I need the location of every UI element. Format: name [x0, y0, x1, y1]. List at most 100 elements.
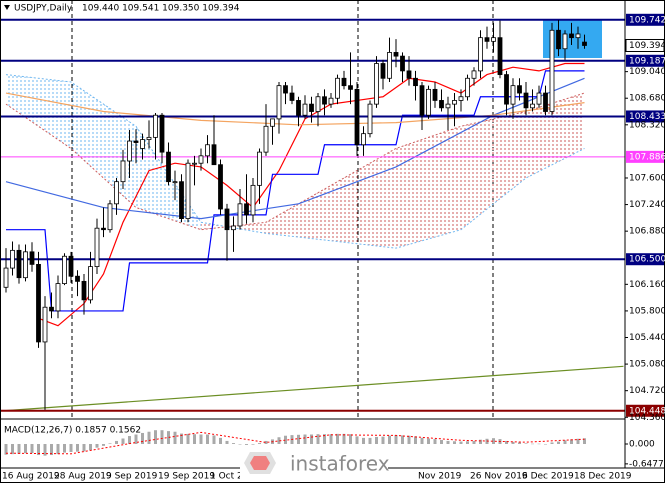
level-label-bg [626, 54, 664, 67]
macd-bar [505, 440, 508, 444]
y-tick-label: 105.080 [629, 360, 665, 370]
candle-body [348, 85, 353, 90]
candle-body [75, 275, 80, 282]
candle-body [426, 88, 431, 116]
candle-body [393, 52, 399, 57]
y-tick-label: 106.880 [629, 227, 665, 237]
macd-bar [531, 443, 534, 445]
candle-body [536, 92, 542, 105]
quotes-label: 109.440 109.541 109.350 109.394 [82, 4, 240, 14]
candle-body [120, 160, 126, 183]
candle-body [244, 203, 249, 216]
candle-body [367, 103, 373, 135]
candle-body [192, 162, 197, 165]
candle-body [36, 263, 41, 343]
candle-body [88, 266, 93, 301]
cloud-span [5, 74, 585, 249]
macd-bar [147, 431, 151, 444]
candle-body [432, 88, 438, 101]
candle-body [530, 103, 535, 109]
macd-bar [37, 444, 40, 456]
macd-bar [206, 434, 209, 444]
macd-bar [479, 439, 482, 444]
macd-bar [251, 444, 255, 445]
candle-body [439, 100, 444, 109]
candle-body [127, 140, 132, 162]
candle-body [250, 184, 256, 216]
macd-bar [115, 440, 118, 444]
macd-bar [349, 434, 352, 444]
y-tick-label: 0.000 [629, 440, 655, 450]
candle-body [556, 29, 561, 50]
macd-bar [570, 439, 573, 444]
y-tick-label: 108.320 [629, 120, 665, 130]
candle-body [322, 96, 327, 105]
candle-body [484, 37, 490, 42]
macd-bar [583, 438, 586, 444]
candle-body [315, 96, 321, 112]
candle-body [23, 251, 28, 279]
candle-body [107, 203, 113, 231]
macd-bar [466, 441, 469, 444]
macd-bar [375, 436, 378, 444]
macd-bar [108, 443, 112, 444]
menu-icon[interactable] [4, 5, 10, 10]
macd-bar [284, 435, 287, 444]
candle-body [374, 63, 379, 105]
candle-body [55, 283, 61, 312]
candle-body [387, 52, 392, 79]
macd-bar [401, 435, 404, 444]
macd-bar [563, 440, 567, 444]
macd-bar [89, 444, 92, 451]
indicator-line [5, 365, 624, 412]
macd-bar [219, 437, 222, 444]
macd-bar [472, 440, 476, 444]
level-label-bg [626, 150, 664, 163]
macd-bar [355, 436, 359, 444]
macd-bar [329, 434, 333, 444]
candle-body [179, 181, 184, 220]
macd-signal [5, 431, 585, 455]
macd-bar [160, 430, 164, 444]
candle-body [68, 255, 74, 277]
level-label-bg [626, 110, 664, 123]
macd-bar [427, 438, 430, 444]
candle-body [198, 155, 204, 164]
candle-body [510, 85, 516, 105]
candle-body [582, 41, 587, 46]
candle-body [465, 77, 470, 98]
x-tick-label: 9 Sep 2019 [106, 472, 158, 482]
candle-body [380, 63, 386, 79]
candle-body [491, 37, 496, 42]
candle-body [569, 33, 574, 39]
macd-bar [576, 438, 580, 444]
macd-bar [212, 435, 216, 444]
y-tick-label: 106.160 [629, 280, 665, 290]
cloud-fill [266, 185, 331, 241]
candle-body [10, 249, 15, 269]
last-price-bg [625, 38, 665, 52]
y-tick-label: 107.240 [629, 200, 665, 210]
macd-bar [557, 441, 560, 444]
candle-body [81, 280, 87, 301]
candle-body [172, 181, 178, 184]
candle-body [309, 103, 314, 112]
candle-body [3, 267, 9, 288]
macd-bar [453, 441, 456, 444]
y-tick-label: -0.6477 [629, 459, 664, 469]
candle-body [211, 144, 217, 166]
candle-body [543, 92, 548, 112]
candle-body [263, 125, 269, 153]
cloud-fill [461, 111, 526, 230]
macd-bar [180, 433, 183, 444]
macd-bar [407, 435, 411, 444]
cloud-fill [71, 81, 136, 208]
candle-body [289, 92, 295, 101]
candle-body [166, 151, 171, 183]
symbol-label: USDJPY,Daily [14, 4, 73, 14]
level-label: 104.448 [629, 406, 665, 416]
macd-bar [362, 437, 365, 444]
macd-bar [297, 434, 300, 444]
candle-body [133, 140, 139, 143]
macd-bar [193, 434, 196, 444]
